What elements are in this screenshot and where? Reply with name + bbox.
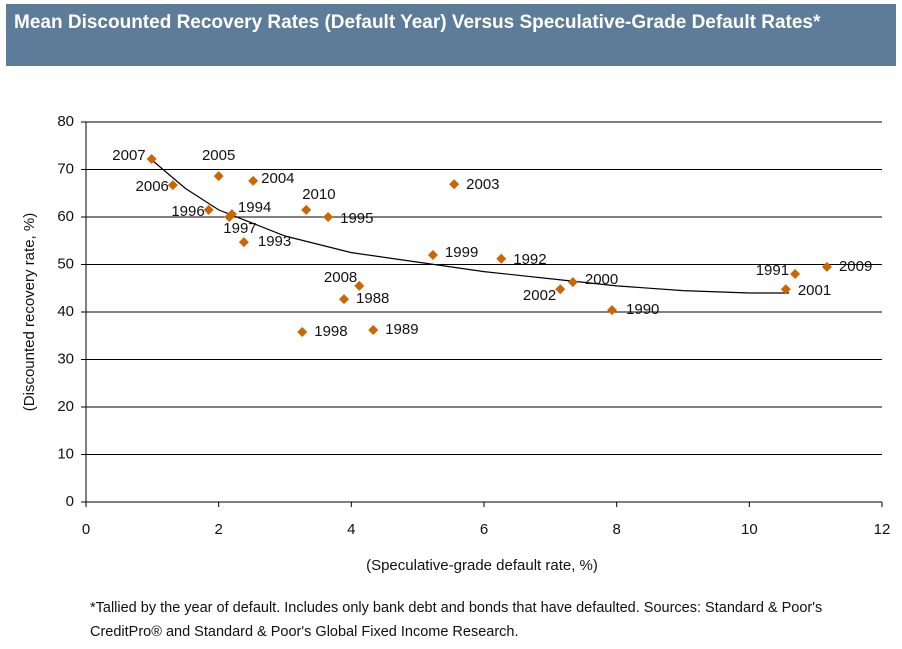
point bbox=[203, 204, 214, 215]
x-tick-label: 4 bbox=[347, 521, 355, 538]
y-tick-label: 70 bbox=[57, 160, 74, 177]
point bbox=[567, 277, 578, 288]
point-label: 1990 bbox=[626, 301, 659, 318]
y-axis-label: (Discounted recovery rate, %) bbox=[21, 213, 38, 411]
point-label: 1995 bbox=[340, 210, 373, 227]
x-axis-label: (Speculative-grade default rate, %) bbox=[366, 557, 598, 574]
chart-title: Mean Discounted Recovery Rates (Default … bbox=[6, 4, 896, 66]
point-label: 2003 bbox=[466, 176, 499, 193]
point-label: 2005 bbox=[202, 147, 235, 164]
point-label: 1996 bbox=[171, 203, 204, 220]
point-label: 1989 bbox=[385, 321, 418, 338]
point-label: 2000 bbox=[585, 271, 618, 288]
point-label: 2009 bbox=[839, 258, 872, 275]
y-tick-label: 10 bbox=[57, 445, 74, 462]
x-tick-label: 6 bbox=[480, 521, 488, 538]
point bbox=[224, 212, 235, 222]
chart: (Speculative-grade default rate, %) (Dis… bbox=[21, 113, 891, 574]
footnote: *Tallied by the year of default. Include… bbox=[90, 600, 823, 640]
point-label: 1992 bbox=[513, 251, 546, 268]
point-label: 2008 bbox=[324, 269, 357, 286]
x-tick-label: 10 bbox=[741, 521, 758, 538]
point-label: 2006 bbox=[136, 178, 169, 195]
x-tick-label: 2 bbox=[214, 521, 222, 538]
y-tick-label: 50 bbox=[57, 255, 74, 272]
point bbox=[323, 212, 334, 222]
point-label: 2002 bbox=[523, 287, 556, 304]
point bbox=[496, 253, 507, 264]
point bbox=[301, 204, 312, 215]
point bbox=[248, 175, 259, 186]
point-label: 2007 bbox=[112, 147, 145, 164]
y-tick-label: 60 bbox=[57, 208, 74, 225]
point-label: 2001 bbox=[798, 282, 831, 299]
point-label: 1991 bbox=[756, 262, 789, 279]
point bbox=[238, 237, 249, 248]
point-label: 1994 bbox=[238, 199, 271, 216]
y-tick-label: 20 bbox=[57, 398, 74, 415]
point bbox=[607, 305, 618, 316]
point bbox=[790, 269, 801, 279]
y-tick-label: 40 bbox=[57, 303, 74, 320]
y-tick-label: 0 bbox=[66, 493, 74, 510]
x-tick-label: 8 bbox=[612, 521, 620, 538]
point-label: 1997 bbox=[223, 220, 256, 237]
point bbox=[167, 180, 178, 191]
point bbox=[354, 280, 365, 291]
point-label: 2010 bbox=[302, 186, 335, 203]
point bbox=[427, 250, 438, 260]
x-tick-label: 12 bbox=[874, 521, 891, 538]
x-tick-label: 0 bbox=[82, 521, 90, 538]
y-tick-label: 30 bbox=[57, 350, 74, 367]
point bbox=[297, 326, 308, 337]
point-label: 1999 bbox=[445, 244, 478, 261]
trendline bbox=[148, 157, 790, 294]
point-label: 1988 bbox=[356, 290, 389, 307]
point bbox=[339, 294, 350, 305]
point bbox=[780, 284, 791, 295]
y-tick-label: 80 bbox=[57, 113, 74, 130]
point bbox=[368, 325, 379, 336]
point bbox=[146, 154, 157, 165]
point bbox=[555, 284, 566, 295]
point-label: 2004 bbox=[261, 170, 294, 187]
point bbox=[213, 171, 224, 182]
point-label: 1993 bbox=[258, 233, 291, 250]
point bbox=[449, 179, 460, 190]
point bbox=[821, 261, 832, 272]
point-label: 1998 bbox=[314, 323, 347, 340]
